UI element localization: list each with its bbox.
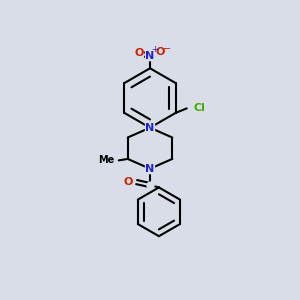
Text: O: O bbox=[155, 47, 164, 57]
Text: Me: Me bbox=[98, 155, 114, 165]
Text: O: O bbox=[134, 48, 143, 59]
Text: Cl: Cl bbox=[194, 103, 206, 113]
Text: N: N bbox=[146, 123, 154, 133]
Text: +: + bbox=[151, 45, 158, 54]
Text: O: O bbox=[124, 177, 133, 187]
Text: N: N bbox=[146, 164, 154, 174]
Text: N: N bbox=[146, 51, 154, 61]
Text: −: − bbox=[163, 44, 171, 54]
